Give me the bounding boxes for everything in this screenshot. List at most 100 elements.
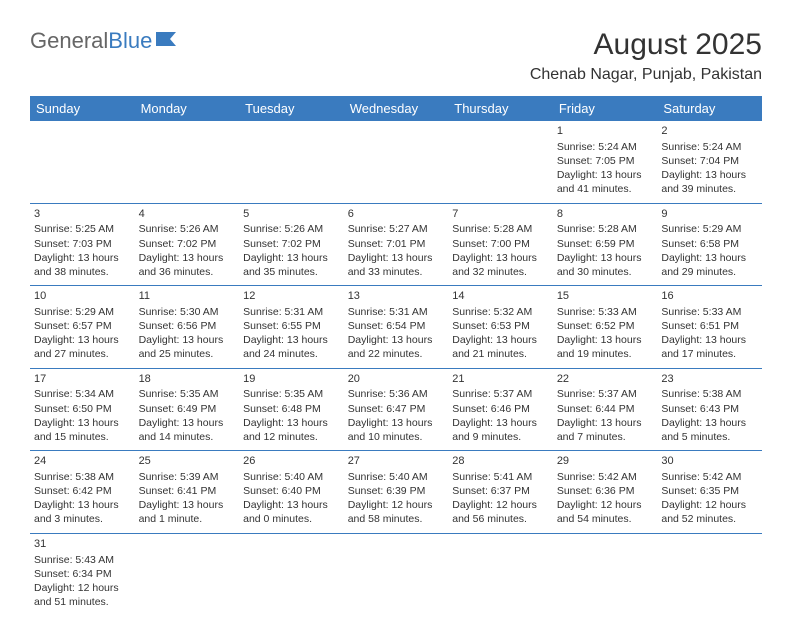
sunrise-text: Sunrise: 5:28 AM [452,222,549,236]
day-number: 11 [139,289,236,304]
sunset-text: Sunset: 6:53 PM [452,319,549,333]
sunrise-text: Sunrise: 5:27 AM [348,222,445,236]
daylight-text: Daylight: 13 hours and 27 minutes. [34,333,131,361]
header: GeneralBlue August 2025 Chenab Nagar, Pu… [30,28,762,84]
day-number: 4 [139,207,236,222]
sunrise-text: Sunrise: 5:24 AM [661,140,758,154]
sunset-text: Sunset: 6:52 PM [557,319,654,333]
calendar-day-cell [657,533,762,615]
daylight-text: Daylight: 13 hours and 39 minutes. [661,168,758,196]
calendar-day-cell: 31Sunrise: 5:43 AMSunset: 6:34 PMDayligh… [30,533,135,615]
sunset-text: Sunset: 6:54 PM [348,319,445,333]
daylight-text: Daylight: 13 hours and 19 minutes. [557,333,654,361]
day-number: 2 [661,124,758,139]
sunrise-text: Sunrise: 5:35 AM [139,387,236,401]
daylight-text: Daylight: 13 hours and 35 minutes. [243,251,340,279]
day-number: 19 [243,372,340,387]
calendar-day-cell: 6Sunrise: 5:27 AMSunset: 7:01 PMDaylight… [344,203,449,286]
daylight-text: Daylight: 13 hours and 41 minutes. [557,168,654,196]
sunrise-text: Sunrise: 5:31 AM [348,305,445,319]
day-number: 3 [34,207,131,222]
daylight-text: Daylight: 13 hours and 29 minutes. [661,251,758,279]
daylight-text: Daylight: 13 hours and 9 minutes. [452,416,549,444]
calendar-day-cell: 9Sunrise: 5:29 AMSunset: 6:58 PMDaylight… [657,203,762,286]
sunset-text: Sunset: 6:35 PM [661,484,758,498]
calendar-day-cell: 20Sunrise: 5:36 AMSunset: 6:47 PMDayligh… [344,368,449,451]
calendar-day-cell: 8Sunrise: 5:28 AMSunset: 6:59 PMDaylight… [553,203,658,286]
calendar-day-cell [448,121,553,203]
sunset-text: Sunset: 7:02 PM [243,237,340,251]
sunset-text: Sunset: 6:42 PM [34,484,131,498]
sunrise-text: Sunrise: 5:26 AM [243,222,340,236]
day-number: 30 [661,454,758,469]
day-number: 9 [661,207,758,222]
calendar-day-cell: 28Sunrise: 5:41 AMSunset: 6:37 PMDayligh… [448,451,553,534]
sunset-text: Sunset: 6:34 PM [34,567,131,581]
calendar-day-cell: 15Sunrise: 5:33 AMSunset: 6:52 PMDayligh… [553,286,658,369]
sunset-text: Sunset: 7:03 PM [34,237,131,251]
sunrise-text: Sunrise: 5:29 AM [34,305,131,319]
day-number: 18 [139,372,236,387]
sunrise-text: Sunrise: 5:37 AM [557,387,654,401]
weekday-header: Wednesday [344,96,449,121]
logo-text-general: General [30,28,108,54]
sunrise-text: Sunrise: 5:30 AM [139,305,236,319]
day-number: 13 [348,289,445,304]
sunset-text: Sunset: 6:36 PM [557,484,654,498]
calendar-day-cell: 16Sunrise: 5:33 AMSunset: 6:51 PMDayligh… [657,286,762,369]
calendar-day-cell: 13Sunrise: 5:31 AMSunset: 6:54 PMDayligh… [344,286,449,369]
weekday-header: Friday [553,96,658,121]
daylight-text: Daylight: 13 hours and 22 minutes. [348,333,445,361]
weekday-header-row: Sunday Monday Tuesday Wednesday Thursday… [30,96,762,121]
day-number: 15 [557,289,654,304]
sunset-text: Sunset: 6:48 PM [243,402,340,416]
calendar-day-cell [553,533,658,615]
day-number: 6 [348,207,445,222]
calendar-day-cell [344,121,449,203]
sunrise-text: Sunrise: 5:36 AM [348,387,445,401]
sunrise-text: Sunrise: 5:43 AM [34,553,131,567]
sunrise-text: Sunrise: 5:39 AM [139,470,236,484]
calendar-day-cell [448,533,553,615]
sunrise-text: Sunrise: 5:32 AM [452,305,549,319]
daylight-text: Daylight: 13 hours and 32 minutes. [452,251,549,279]
sunset-text: Sunset: 6:47 PM [348,402,445,416]
calendar-week-row: 31Sunrise: 5:43 AMSunset: 6:34 PMDayligh… [30,533,762,615]
calendar-day-cell: 26Sunrise: 5:40 AMSunset: 6:40 PMDayligh… [239,451,344,534]
calendar-week-row: 17Sunrise: 5:34 AMSunset: 6:50 PMDayligh… [30,368,762,451]
day-number: 23 [661,372,758,387]
calendar-day-cell: 19Sunrise: 5:35 AMSunset: 6:48 PMDayligh… [239,368,344,451]
sunrise-text: Sunrise: 5:31 AM [243,305,340,319]
day-number: 20 [348,372,445,387]
weekday-header: Thursday [448,96,553,121]
daylight-text: Daylight: 13 hours and 17 minutes. [661,333,758,361]
calendar-day-cell: 29Sunrise: 5:42 AMSunset: 6:36 PMDayligh… [553,451,658,534]
day-number: 14 [452,289,549,304]
sunset-text: Sunset: 6:37 PM [452,484,549,498]
daylight-text: Daylight: 13 hours and 14 minutes. [139,416,236,444]
sunset-text: Sunset: 6:40 PM [243,484,340,498]
sunrise-text: Sunrise: 5:29 AM [661,222,758,236]
sunrise-text: Sunrise: 5:28 AM [557,222,654,236]
day-number: 24 [34,454,131,469]
day-number: 5 [243,207,340,222]
calendar-day-cell [30,121,135,203]
daylight-text: Daylight: 13 hours and 15 minutes. [34,416,131,444]
sunrise-text: Sunrise: 5:25 AM [34,222,131,236]
calendar-day-cell [239,533,344,615]
calendar-day-cell: 11Sunrise: 5:30 AMSunset: 6:56 PMDayligh… [135,286,240,369]
sunset-text: Sunset: 7:01 PM [348,237,445,251]
calendar-week-row: 1Sunrise: 5:24 AMSunset: 7:05 PMDaylight… [30,121,762,203]
sunset-text: Sunset: 6:50 PM [34,402,131,416]
calendar-day-cell: 22Sunrise: 5:37 AMSunset: 6:44 PMDayligh… [553,368,658,451]
daylight-text: Daylight: 13 hours and 1 minute. [139,498,236,526]
sunset-text: Sunset: 6:46 PM [452,402,549,416]
sunrise-text: Sunrise: 5:38 AM [661,387,758,401]
calendar-day-cell: 3Sunrise: 5:25 AMSunset: 7:03 PMDaylight… [30,203,135,286]
logo: GeneralBlue [30,28,182,54]
day-number: 10 [34,289,131,304]
location: Chenab Nagar, Punjab, Pakistan [530,66,762,84]
daylight-text: Daylight: 13 hours and 10 minutes. [348,416,445,444]
day-number: 7 [452,207,549,222]
daylight-text: Daylight: 13 hours and 24 minutes. [243,333,340,361]
